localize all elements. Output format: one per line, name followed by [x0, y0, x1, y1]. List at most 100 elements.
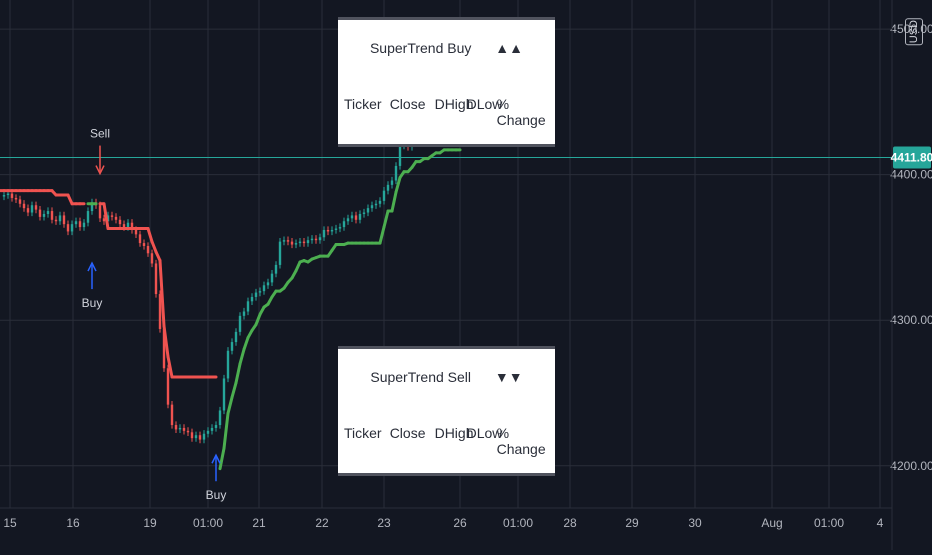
col-dlow: DLow	[466, 425, 503, 441]
candle-body	[350, 215, 354, 219]
panel-columns: Ticker Close DHigh DLow % Change	[344, 425, 549, 457]
x-tick-label: 26	[453, 516, 467, 530]
candle-body	[54, 219, 58, 222]
candle-body	[358, 213, 362, 220]
candle-body	[254, 292, 258, 297]
panel-title: SuperTrend Buy	[369, 40, 472, 56]
candle-body	[378, 200, 382, 204]
candle-body	[50, 211, 54, 220]
candle-body	[214, 425, 218, 428]
candle-body	[182, 427, 186, 431]
candle-body	[162, 328, 166, 369]
buy-arrow-icon	[211, 453, 221, 464]
x-tick-label: 23	[377, 516, 391, 530]
candle-body	[330, 229, 334, 232]
candle-body	[318, 237, 322, 241]
candle-body	[102, 218, 106, 222]
candle-body	[262, 285, 266, 292]
sell-arrow-icon	[95, 165, 105, 176]
candle-body	[242, 311, 246, 316]
x-tick-label: Aug	[761, 516, 782, 530]
candle-body	[22, 203, 26, 209]
x-tick-label: 01:00	[503, 516, 533, 530]
candle-body	[338, 227, 342, 229]
supertrend-segment	[390, 190, 398, 213]
candle-body	[78, 221, 82, 228]
x-tick-label: 21	[252, 516, 266, 530]
candle-body	[138, 234, 142, 244]
candle-body	[366, 208, 370, 213]
col-ticker: Ticker	[344, 96, 382, 112]
candle-body	[158, 294, 162, 329]
candle-body	[198, 435, 202, 440]
x-tick-label: 15	[3, 516, 17, 530]
sell-label: Sell	[90, 127, 110, 141]
candle-body	[90, 202, 94, 212]
candle-body	[346, 218, 350, 222]
candle-body	[354, 215, 358, 220]
candle-body	[194, 435, 198, 439]
candle-body	[178, 427, 182, 430]
currency-badge[interactable]: USD	[905, 18, 923, 46]
sell-arrows-icon: ▼▼	[494, 369, 523, 385]
candle-body	[314, 238, 318, 241]
candle-body	[34, 205, 38, 210]
candle-body	[110, 215, 114, 217]
supertrend-segment	[242, 336, 250, 351]
buy-arrow-icon	[87, 261, 97, 272]
candle-body	[230, 342, 234, 351]
candle-body	[342, 221, 346, 228]
supertrend-segment	[158, 259, 166, 328]
supertrend-segment	[226, 395, 234, 415]
x-tick-label: 4	[877, 516, 884, 530]
candle-body	[38, 209, 42, 217]
x-tick-label: 22	[315, 516, 329, 530]
candle-body	[258, 291, 262, 293]
panel-title: SuperTrend Sell	[370, 369, 472, 385]
candle-body	[114, 216, 118, 220]
supertrend-layer	[0, 148, 462, 471]
candle-body	[170, 404, 174, 426]
candle-body	[18, 199, 22, 204]
candle-body	[322, 229, 326, 238]
candle-body	[82, 222, 86, 228]
candle-body	[122, 224, 126, 228]
supertrend-segment	[150, 240, 158, 254]
candle-body	[58, 215, 62, 222]
candle-body	[374, 203, 378, 206]
supertrend-segment	[230, 381, 238, 399]
candle-body	[26, 208, 30, 213]
candle-body	[302, 241, 306, 244]
candle-body	[10, 193, 14, 198]
candle-body	[274, 264, 278, 274]
candle-body	[298, 241, 302, 244]
y-tick-label: 4200.00	[890, 459, 932, 473]
buy-label: Buy	[82, 296, 103, 310]
candle-body	[2, 195, 6, 197]
candle-body	[362, 212, 366, 214]
panel-title-row: SuperTrend Sell ▼▼	[338, 369, 555, 385]
candle-body	[278, 241, 282, 265]
candle-body	[246, 301, 250, 312]
candle-body	[210, 427, 214, 431]
supertrend-segment	[254, 312, 262, 327]
col-close: Close	[389, 96, 426, 112]
y-tick-label: 4300.00	[890, 313, 932, 327]
supertrend-sell-panel: SuperTrend Sell ▼▼ Ticker Close DHigh DL…	[338, 346, 555, 476]
candle-body	[106, 215, 110, 222]
col-change: % Change	[496, 425, 546, 457]
candle-body	[326, 229, 330, 232]
annotation-layer: Sell Buy Buy	[82, 127, 227, 503]
supertrend-segment	[222, 411, 230, 450]
last-price-badge	[893, 146, 931, 169]
candle-body	[218, 410, 222, 426]
candle-body	[118, 219, 122, 225]
candle-body	[234, 331, 238, 343]
candle-body	[226, 350, 230, 379]
candle-body	[206, 430, 210, 434]
y-tick-label: 4400.00	[890, 168, 932, 182]
candle-body	[174, 425, 178, 430]
supertrend-segment	[234, 362, 242, 385]
candle-body	[146, 245, 150, 254]
